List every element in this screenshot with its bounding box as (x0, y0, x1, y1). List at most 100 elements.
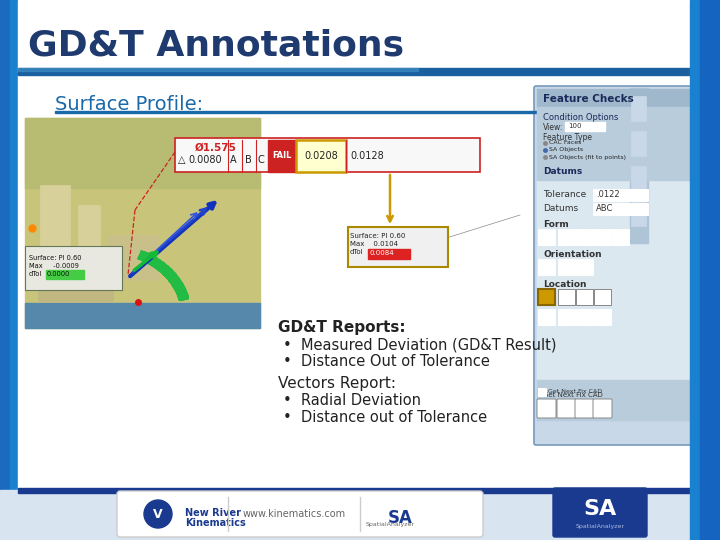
Point (154, 260, 166, 269)
Point (161, 266, 172, 274)
Point (146, 256, 158, 265)
Point (145, 253, 157, 262)
Point (177, 290, 189, 299)
Point (170, 274, 181, 282)
Point (179, 290, 190, 299)
Point (152, 257, 163, 266)
Point (142, 254, 153, 263)
Bar (538, 259, 555, 275)
Point (179, 286, 190, 294)
Point (173, 278, 184, 286)
Point (132, 253, 144, 262)
Point (175, 293, 186, 302)
Point (135, 252, 147, 260)
Point (170, 276, 181, 285)
Bar (576, 309, 593, 325)
Point (163, 272, 174, 280)
Point (180, 288, 192, 296)
Point (138, 254, 150, 263)
Point (151, 260, 163, 268)
Bar (593, 189, 648, 201)
Point (173, 288, 184, 297)
Point (179, 285, 190, 294)
Point (153, 256, 164, 265)
Point (158, 259, 169, 268)
Point (177, 286, 189, 295)
Point (173, 281, 184, 289)
Point (159, 268, 171, 277)
Point (166, 269, 177, 278)
Point (166, 269, 178, 278)
Text: Max     -0.0009: Max -0.0009 (29, 263, 79, 269)
Point (176, 280, 187, 289)
Point (173, 284, 184, 292)
Point (155, 266, 166, 275)
Point (155, 265, 166, 273)
Text: New River: New River (185, 508, 241, 518)
Point (153, 261, 164, 270)
Point (174, 279, 185, 287)
Point (160, 265, 171, 274)
Bar (18, 488, 710, 493)
Point (152, 262, 163, 271)
Point (166, 278, 177, 287)
Text: FAIL: FAIL (272, 152, 292, 160)
Point (160, 261, 171, 270)
Point (179, 287, 191, 296)
Point (155, 259, 166, 267)
Point (161, 262, 173, 271)
Point (174, 295, 186, 304)
Text: 100: 100 (568, 123, 582, 129)
Point (166, 274, 178, 282)
Point (166, 280, 178, 288)
Point (173, 287, 184, 295)
Point (141, 252, 153, 261)
Point (178, 287, 189, 295)
Text: 0.0128: 0.0128 (350, 151, 384, 161)
Point (164, 272, 176, 280)
Point (141, 249, 153, 258)
Point (140, 253, 151, 262)
Point (172, 274, 184, 283)
Point (166, 266, 177, 275)
Point (136, 249, 148, 258)
Point (142, 253, 153, 261)
Point (149, 258, 161, 267)
Point (135, 248, 147, 257)
Point (161, 269, 172, 278)
Point (154, 264, 166, 273)
Point (174, 289, 185, 298)
FancyBboxPatch shape (534, 86, 700, 445)
Point (172, 276, 184, 285)
Point (158, 267, 169, 276)
Point (163, 275, 175, 284)
Point (174, 280, 186, 288)
Point (177, 294, 189, 303)
Point (173, 279, 184, 287)
Point (139, 248, 150, 257)
Point (179, 293, 190, 302)
Point (159, 266, 171, 275)
Point (158, 263, 169, 272)
Point (158, 270, 170, 279)
Point (173, 280, 184, 289)
Point (164, 274, 176, 283)
Point (161, 266, 172, 274)
Point (156, 258, 168, 267)
Point (176, 282, 187, 291)
Point (174, 287, 186, 295)
Point (167, 281, 179, 289)
Bar (46, 270, 84, 279)
Point (136, 247, 148, 256)
Point (174, 283, 186, 292)
Point (165, 277, 176, 286)
Point (149, 253, 161, 262)
Point (174, 278, 186, 286)
Point (138, 251, 149, 260)
Point (153, 265, 164, 273)
Point (140, 255, 151, 264)
Point (143, 256, 155, 265)
Bar (631, 96, 646, 121)
Point (148, 258, 159, 266)
Point (171, 279, 183, 287)
